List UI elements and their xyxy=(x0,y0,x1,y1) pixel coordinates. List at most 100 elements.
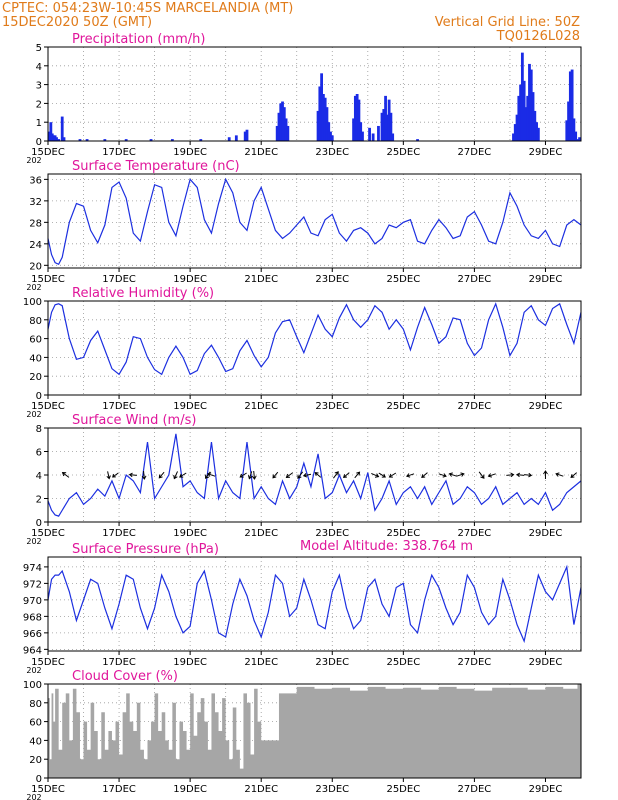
wind-frame xyxy=(47,427,582,523)
pres-title: Surface Pressure (hPa) xyxy=(72,542,219,557)
wind-arrow xyxy=(179,472,187,478)
wind-arrow xyxy=(378,472,386,478)
pres-frame xyxy=(47,556,582,652)
precip-bar xyxy=(387,99,391,141)
rh-ytick-label: 40 xyxy=(29,353,42,364)
cloud-xtick-label: 15DEC xyxy=(31,784,65,795)
rh-title: Relative Humidity (%) xyxy=(72,286,214,301)
rh-ytick-label: 0 xyxy=(36,391,42,402)
precip-bar xyxy=(533,110,537,141)
panels-layer: Precipitation (mm/h) 0 1 2 3 4 5 15DEC 17DEC 19DE… xyxy=(23,32,582,800)
pres-ytick-label: 974 xyxy=(23,563,42,574)
rh-xtick-label: 29DEC xyxy=(529,401,563,412)
precip-bar xyxy=(281,101,284,141)
precip-bar xyxy=(149,139,153,141)
precip-bar xyxy=(49,122,53,141)
precip-bar xyxy=(325,107,329,141)
cloud-ytick-label: 60 xyxy=(29,718,42,729)
temp-xtick-label: 17DEC xyxy=(102,274,136,285)
precip-bar xyxy=(368,127,371,141)
precip-xtick-label: 19DEC xyxy=(173,147,207,158)
precip-bar xyxy=(60,116,64,141)
precip-bar xyxy=(574,131,578,141)
header-grid-note: Vertical Grid Line: 50Z xyxy=(435,15,580,30)
precip-xtick-label: 23DEC xyxy=(315,147,349,158)
precip-bar xyxy=(536,127,540,141)
precip-bar xyxy=(352,118,355,141)
pres-xtick-label: 15DEC xyxy=(31,657,65,668)
precip-title: Precipitation (mm/h) xyxy=(72,32,205,47)
precip-panel: Precipitation (mm/h) 0 1 2 3 4 5 15DEC 17DEC 19DE… xyxy=(26,32,582,165)
cloud-ytick-label: 40 xyxy=(29,736,42,747)
wind-arrow xyxy=(333,471,339,479)
precip-bar xyxy=(382,109,386,141)
wind-arrow xyxy=(342,472,350,478)
wind-arrow xyxy=(516,472,525,478)
temp-xtick-label: 19DEC xyxy=(173,274,207,285)
precip-bar xyxy=(124,139,128,141)
precip-bar xyxy=(227,137,231,141)
precip-frame xyxy=(47,46,582,142)
cloud-xtick-label: 17DEC xyxy=(102,784,136,795)
wind-xtick-label: 15DEC xyxy=(31,528,65,539)
pres-ytick-label: 970 xyxy=(23,596,42,607)
wind-arrow xyxy=(158,471,165,479)
precip-bar xyxy=(371,133,375,141)
precip-bar xyxy=(529,69,533,141)
precip-bar xyxy=(385,114,389,141)
precip-bar xyxy=(282,107,286,141)
precip-bar xyxy=(353,95,357,141)
precip-bar xyxy=(576,139,579,141)
precip-bar xyxy=(528,63,531,141)
pres-line xyxy=(47,564,582,644)
precip-xtick-label: 27DEC xyxy=(458,147,492,158)
temp-xtick-label: 29DEC xyxy=(529,274,563,285)
precip-bar xyxy=(535,122,538,141)
cloud-xtick-label: 29DEC xyxy=(529,784,563,795)
pres-xtick-label: 23DEC xyxy=(315,657,349,668)
cloud-ytick-label: 80 xyxy=(29,699,42,710)
temp-year-fragment: 202 xyxy=(26,283,41,292)
precip-bar xyxy=(53,135,57,141)
rh-ytick-label: 20 xyxy=(29,372,42,383)
temp-ytick-label: 36 xyxy=(29,175,42,186)
precip-bar xyxy=(568,71,572,141)
precip-bar xyxy=(277,112,281,141)
precip-bar xyxy=(330,135,334,141)
wind-arrow xyxy=(506,472,515,478)
wind-arrow xyxy=(141,470,147,480)
cloud-title: Cloud Cover (%) xyxy=(72,669,178,684)
wind-arrow xyxy=(302,473,312,478)
wind-arrow xyxy=(388,472,397,478)
wind-panel: Surface Wind (m/s) 0 2 4 6 8 15DEC 17DEC 19DEC 21… xyxy=(26,413,582,546)
wind-arrow xyxy=(478,471,485,479)
temp-title: Surface Temperature (nC) xyxy=(72,159,240,174)
cloud-xtick-label: 19DEC xyxy=(173,784,207,795)
cloud-panel: Cloud Cover (%) 0 20 40 60 80 100 15DEC 17DEC 19D… xyxy=(23,669,582,800)
wind-xtick-label: 19DEC xyxy=(173,528,207,539)
cloud-ytick-label: 100 xyxy=(23,680,42,691)
precip-bar xyxy=(357,99,361,141)
wind-arrow xyxy=(456,472,465,477)
cloud-frame xyxy=(47,683,582,779)
wind-arrow xyxy=(555,472,564,477)
wind-arrow xyxy=(543,470,548,479)
rh-ytick-label: 60 xyxy=(29,335,42,346)
temp-panel: Surface Temperature (nC) 20 24 28 32 36 15DEC 1… xyxy=(26,159,582,292)
precip-bar xyxy=(52,135,56,141)
precip-bar xyxy=(85,139,89,141)
precip-bar xyxy=(361,131,364,141)
precip-bar xyxy=(199,139,203,141)
temp-line xyxy=(47,177,582,266)
precip-bar xyxy=(512,133,515,141)
precip-bar xyxy=(526,95,530,141)
precip-bar xyxy=(524,107,528,141)
temp-xtick-label: 23DEC xyxy=(315,274,349,285)
cloud-xtick-label: 25DEC xyxy=(386,784,420,795)
wind-arrow xyxy=(106,471,111,480)
rh-panel: Relative Humidity (%) 0 20 40 60 80 100 15DEC 17… xyxy=(23,286,582,419)
precip-bar xyxy=(416,139,419,141)
pres-xtick-label: 29DEC xyxy=(529,657,563,668)
cloud-year-fragment: 202 xyxy=(26,793,41,800)
precip-bar xyxy=(570,69,574,141)
